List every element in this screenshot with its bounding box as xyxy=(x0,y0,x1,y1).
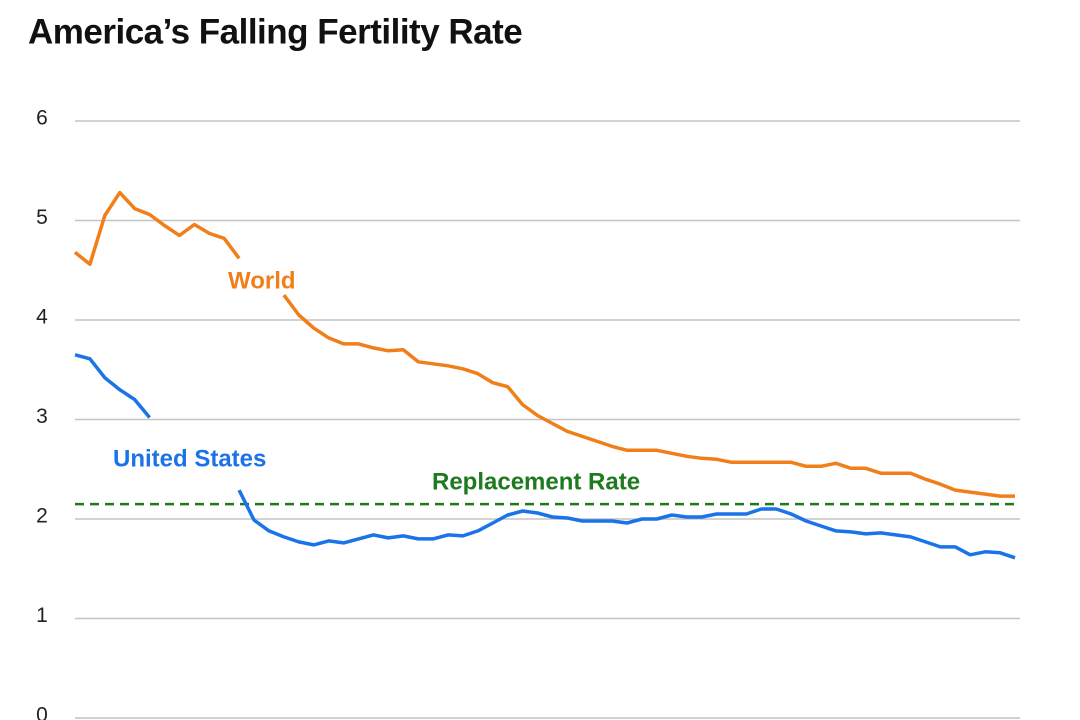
y-tick-label: 2 xyxy=(36,505,48,528)
series-label: World xyxy=(228,267,296,294)
reference-label: Replacement Rate xyxy=(432,468,640,495)
y-tick-label: 5 xyxy=(36,206,48,229)
series-label: United States xyxy=(113,445,266,472)
y-tick-label: 0 xyxy=(36,704,48,720)
y-tick-label: 4 xyxy=(36,306,48,329)
y-tick-label: 1 xyxy=(36,604,48,627)
series-line xyxy=(73,190,1015,498)
series-line xyxy=(74,353,1016,560)
chart-title: America’s Falling Fertility Rate xyxy=(28,12,522,51)
y-tick-label: 6 xyxy=(36,107,48,130)
y-tick-label: 3 xyxy=(36,405,48,428)
